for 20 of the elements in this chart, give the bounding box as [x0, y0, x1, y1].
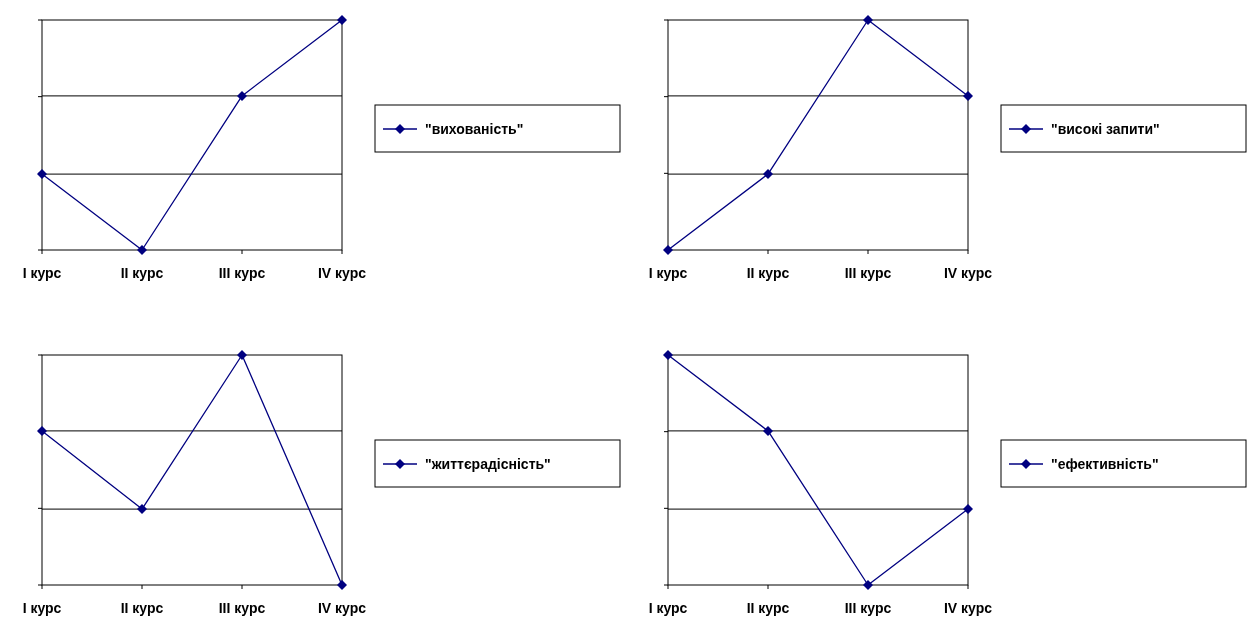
x-tick-label: II курс [746, 265, 790, 281]
legend-label: "життєрадісність" [425, 456, 551, 472]
x-tick-label: III курс [218, 265, 266, 281]
legend-label: "ефективність" [1051, 456, 1159, 472]
legend-label: "вихованість" [425, 121, 524, 137]
x-tick-label: III курс [844, 600, 892, 616]
x-tick-label: I курс [648, 265, 688, 281]
x-tick-label: IV курс [317, 265, 367, 281]
x-tick-label: I курс [648, 600, 688, 616]
x-tick-label: IV курс [943, 600, 993, 616]
x-tick-label: IV курс [317, 600, 367, 616]
x-tick-label: III курс [844, 265, 892, 281]
x-tick-label: II курс [746, 600, 790, 616]
x-tick-label: II курс [120, 600, 164, 616]
x-tick-label: I курс [22, 265, 62, 281]
x-tick-label: II курс [120, 265, 164, 281]
legend-label: "високі запити" [1051, 121, 1160, 137]
x-tick-label: IV курс [943, 265, 993, 281]
x-tick-label: I курс [22, 600, 62, 616]
x-tick-label: III курс [218, 600, 266, 616]
